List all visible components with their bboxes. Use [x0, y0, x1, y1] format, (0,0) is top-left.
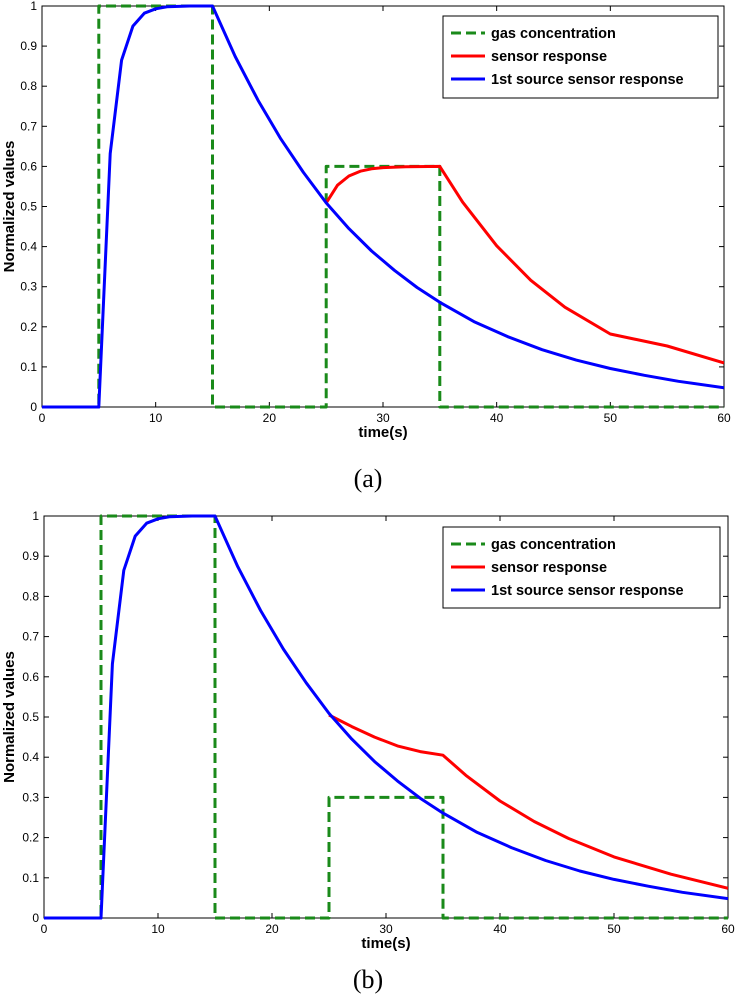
legend-entry: gas concentration — [491, 537, 616, 553]
y-tick-label: 0.6 — [20, 159, 37, 173]
y-tick-label: 0.8 — [20, 79, 37, 93]
chart-panel-b: 0 10 20 30 40 50 60 0 0.1 0.2 0.3 0.4 0.5 0.6 0.7 0.8 0.… — [1, 509, 735, 994]
y-tick-label: 0.4 — [20, 240, 37, 254]
legend: gas concentration sensor response 1st sour… — [442, 15, 719, 99]
y-tick-label: 0.9 — [20, 39, 37, 53]
series-line-1st-source-sensor-response — [42, 4, 724, 409]
y-tick-label: 0.7 — [20, 119, 37, 133]
series-line-gas-concentration — [44, 514, 728, 920]
y-tick-label: 0.6 — [22, 670, 39, 684]
y-tick-label: 1 — [32, 509, 39, 523]
y-tick-label: 0.3 — [22, 790, 39, 804]
y-tick-label: 0.1 — [22, 871, 39, 885]
x-tick-label: 60 — [717, 411, 731, 425]
figure-caption: (a) — [354, 464, 383, 493]
series-line-sensor-response — [328, 713, 728, 890]
legend-entry: sensor response — [491, 560, 607, 576]
x-tick-label: 40 — [490, 411, 504, 425]
y-tick-label: 0 — [30, 400, 37, 414]
x-tick-label: 30 — [376, 411, 390, 425]
legend-entry: sensor response — [491, 49, 607, 65]
x-tick-label: 0 — [41, 922, 48, 936]
x-tick-label: 10 — [151, 922, 165, 936]
y-tick-label: 0.2 — [22, 831, 39, 845]
chart-panel-a: 0 10 20 30 40 50 60 0 0.1 0.2 0.3 0.4 0.5 0.6 0.7 0.8 0.… — [1, 0, 731, 493]
y-tick-label: 0.9 — [22, 549, 39, 563]
y-tick-label: 1 — [30, 0, 37, 13]
x-tick-label: 60 — [721, 922, 735, 936]
legend-box — [442, 15, 719, 99]
legend-entry: 1st source sensor response — [491, 583, 684, 599]
x-axis-label: time(s) — [361, 935, 410, 952]
figure-caption: (b) — [353, 965, 383, 994]
y-tick-label: 0.5 — [22, 710, 39, 724]
y-tick-label: 0.7 — [22, 630, 39, 644]
x-tick-label: 30 — [379, 922, 393, 936]
series-line-gas-concentration — [42, 4, 724, 409]
y-axis-label: Normalized values — [1, 141, 18, 273]
y-tick-label: 0 — [32, 911, 39, 925]
legend: gas concentration sensor response 1st sour… — [442, 526, 721, 609]
x-tick-label: 50 — [604, 411, 618, 425]
legend-entry: 1st source sensor response — [491, 72, 684, 88]
y-tick-label: 0.3 — [20, 280, 37, 294]
y-tick-label: 0.2 — [20, 320, 37, 334]
y-tick-label: 0.5 — [20, 200, 37, 214]
y-tick-label: 0.4 — [22, 750, 39, 764]
series-line-1st-source-sensor-response — [44, 514, 728, 920]
x-tick-label: 40 — [493, 922, 507, 936]
legend-entry: gas concentration — [491, 26, 616, 42]
x-tick-label: 20 — [265, 922, 279, 936]
x-tick-label: 20 — [263, 411, 277, 425]
series-line-sensor-response — [324, 164, 724, 365]
x-tick-label: 0 — [39, 411, 46, 425]
y-tick-label: 0.8 — [22, 589, 39, 603]
y-axis-label: Normalized values — [1, 651, 18, 783]
x-tick-label: 50 — [607, 922, 621, 936]
legend-box — [442, 526, 721, 609]
x-tick-label: 10 — [149, 411, 163, 425]
y-tick-label: 0.1 — [20, 360, 37, 374]
x-axis-label: time(s) — [358, 424, 407, 441]
